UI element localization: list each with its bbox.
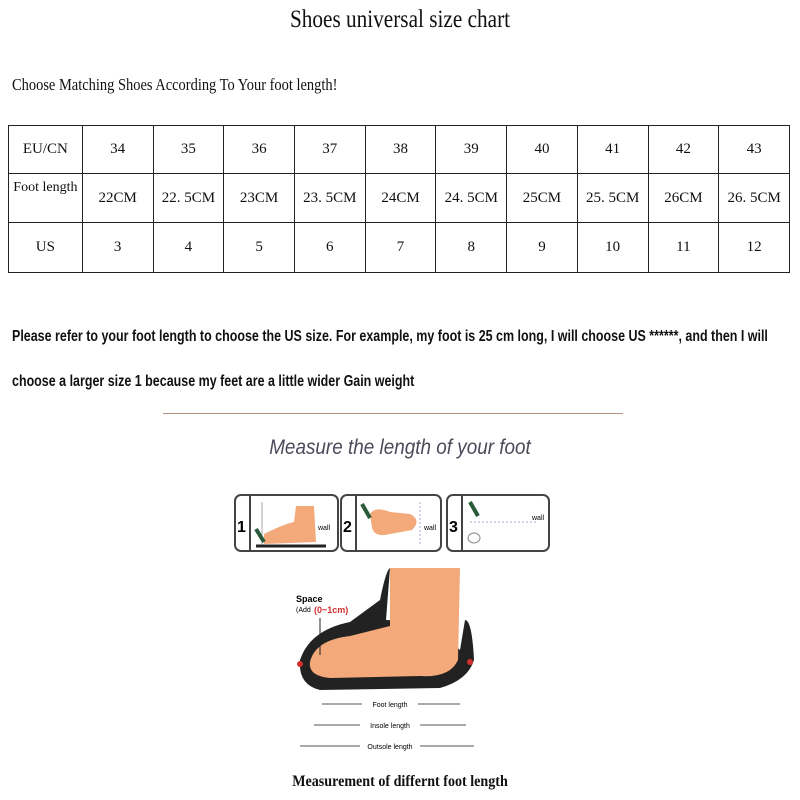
foot-icon: [309, 568, 460, 678]
table-cell: 5: [223, 222, 295, 273]
foot-length-label: Foot length: [372, 702, 407, 709]
table-row: Foot length 22CM 22. 5CM 23CM 23. 5CM 24CM 24.…: [8, 173, 790, 223]
wall-label: wall: [423, 525, 437, 532]
table-cell: 22. 5CM: [152, 173, 225, 223]
measure-steps-illustration: 1 wall 2 wall 3 wall: [234, 494, 550, 552]
table-cell: 25CM: [506, 173, 578, 223]
row-header: US: [8, 222, 83, 273]
step-3: 3 wall: [446, 494, 550, 552]
table-cell: 9: [506, 222, 578, 273]
table-cell: 39: [435, 125, 508, 174]
page-title: Shoes universal size chart: [289, 6, 511, 33]
table-cell: 34: [81, 125, 154, 174]
space-range: (0~1cm): [314, 605, 348, 615]
foot-icon: [370, 509, 417, 536]
note-line-2: choose a larger size 1 because my feet a…: [12, 373, 415, 390]
table-cell: 12: [718, 222, 790, 273]
table-cell: 43: [718, 125, 790, 174]
step-2: 2 wall: [340, 494, 442, 552]
space-label: Space: [296, 594, 323, 604]
table-cell: 23. 5CM: [293, 173, 366, 223]
row-header: EU/CN: [8, 125, 83, 174]
measure-heading: Measure the length of your foot: [269, 436, 531, 459]
table-cell: 10: [576, 222, 649, 273]
table-cell: 11: [647, 222, 720, 273]
table-cell: 6: [293, 222, 366, 273]
table-cell: 7: [364, 222, 437, 273]
table-cell: 8: [435, 222, 508, 273]
pen-icon: [254, 527, 266, 544]
row-header: Foot length: [8, 173, 83, 223]
step-number: 1: [237, 519, 246, 536]
table-cell: 22CM: [81, 173, 154, 223]
table-cell: 42: [647, 125, 720, 174]
table-cell: 3: [81, 222, 154, 273]
divider: [163, 413, 623, 414]
table-cell: 40: [506, 125, 578, 174]
table-cell: 35: [152, 125, 225, 174]
table-cell: 38: [364, 125, 437, 174]
table-cell: 26CM: [647, 173, 720, 223]
table-row: US 3 4 5 6 7 8 9 10 11 12: [8, 222, 790, 273]
size-table: EU/CN 34 35 36 37 38 39 40 41 42 43 Foot length 22CM…: [8, 125, 790, 273]
pen-icon: [468, 501, 480, 517]
table-cell: 26. 5CM: [718, 173, 790, 223]
subtitle: Choose Matching Shoes According To Your …: [12, 75, 338, 94]
table-cell: 41: [576, 125, 649, 174]
foot-icon: [264, 506, 316, 544]
table-cell: 24CM: [364, 173, 437, 223]
table-cell: 4: [152, 222, 225, 273]
table-cell: 24. 5CM: [435, 173, 508, 223]
caption: Measurement of differnt foot length: [292, 773, 508, 790]
shoe-measurement-diagram: Space (Add (0~1cm) Foot length Insole le…: [296, 568, 474, 752]
step-number: 2: [343, 519, 352, 536]
outsole-length-label: Outsole length: [367, 744, 412, 751]
table-row: EU/CN 34 35 36 37 38 39 40 41 42 43: [8, 125, 790, 174]
step-1: 1 wall: [234, 494, 339, 552]
add-label: (Add: [296, 607, 311, 614]
step-number: 3: [449, 519, 458, 536]
pen-icon: [360, 503, 372, 519]
table-cell: 37: [293, 125, 366, 174]
wall-label: wall: [531, 515, 545, 522]
table-cell: 25. 5CM: [576, 173, 649, 223]
note-line-1: Please refer to your foot length to choo…: [12, 328, 768, 345]
wall-label: wall: [317, 525, 331, 532]
table-cell: 36: [223, 125, 295, 174]
insole-length-label: Insole length: [370, 723, 410, 730]
table-cell: 23CM: [223, 173, 295, 223]
